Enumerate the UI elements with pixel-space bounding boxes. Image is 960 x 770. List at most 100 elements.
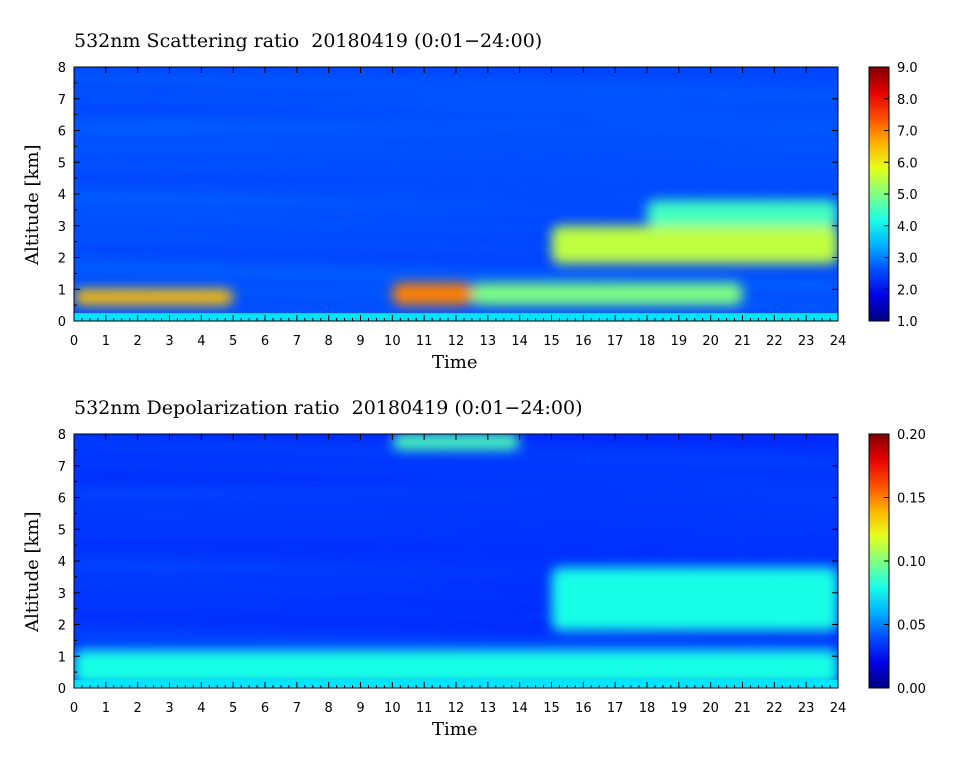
y-tick-label: 4	[58, 555, 66, 570]
x-tick-label: 21	[734, 701, 751, 716]
x-tick-label: 12	[448, 334, 465, 349]
colorbar-tick-label: 3.0	[897, 252, 918, 267]
colorbar-tick-label: 0.15	[897, 492, 926, 507]
x-tick-label: 8	[325, 334, 333, 349]
x-tick-label: 10	[384, 334, 401, 349]
x-tick-label: 7	[293, 701, 301, 716]
heatmap-feature	[471, 282, 743, 306]
colorbar-tick-label: 7.0	[897, 125, 918, 140]
heatmap-texture-band	[74, 536, 838, 561]
y-tick-label: 2	[58, 252, 66, 267]
y-axis-label: Altitude [km]	[22, 144, 43, 266]
x-tick-label: 2	[134, 334, 142, 349]
colorbar-tick-label: 9.0	[897, 61, 918, 76]
x-tick-label: 13	[480, 334, 497, 349]
x-tick-label: 18	[639, 701, 656, 716]
heatmap-texture-band	[74, 74, 838, 99]
y-tick-label: 2	[58, 619, 66, 634]
heatmap-feature	[647, 200, 838, 226]
heatmap-field	[74, 67, 838, 321]
x-tick-label: 23	[798, 334, 815, 349]
colorbar-tick-label: 6.0	[897, 156, 918, 171]
y-tick-label: 1	[58, 283, 66, 298]
colorbar-tick-label: 5.0	[897, 188, 918, 203]
heatmap-texture-band	[74, 246, 838, 271]
scattering-ratio-panel: 532nm Scattering ratio 20180419 (0:01−24…	[22, 30, 918, 373]
heatmap-feature	[74, 289, 234, 306]
x-tick-label: 19	[671, 701, 688, 716]
x-tick-label: 11	[416, 334, 433, 349]
heatmap-feature	[551, 567, 838, 631]
y-tick-label: 0	[58, 682, 66, 697]
depolarization-ratio-panel: 532nm Depolarization ratio 20180419 (0:0…	[0, 367, 960, 752]
x-tick-label: 6	[261, 701, 269, 716]
heatmap-texture-band	[74, 479, 838, 504]
x-tick-label: 20	[702, 334, 719, 349]
chart-title: 532nm Scattering ratio 20180419 (0:01−24…	[74, 30, 543, 52]
x-tick-label: 4	[197, 701, 205, 716]
x-tick-label: 16	[575, 701, 592, 716]
x-tick-label: 8	[325, 701, 333, 716]
heatmap-features	[74, 434, 838, 685]
x-axis-label: Time	[432, 719, 478, 740]
heatmap-feature	[551, 225, 838, 264]
x-tick-label: 17	[607, 334, 624, 349]
x-tick-label: 1	[102, 701, 110, 716]
y-tick-label: 5	[58, 156, 66, 171]
x-tick-label: 9	[356, 701, 364, 716]
colorbar-tick-label: 0.20	[897, 428, 926, 443]
x-tick-label: 22	[766, 701, 783, 716]
scattering-ratio-heatmap: 0 1 2 3 4 5 6 7 8 9 10 11 12 13 14 15 16 17 18 19 20 21 22 23 24…	[58, 61, 918, 349]
heatmap-feature	[74, 649, 838, 685]
colorbar-tick-label: 4.0	[897, 220, 918, 235]
x-tick-label: 13	[480, 701, 497, 716]
x-tick-label: 5	[229, 334, 237, 349]
colorbar-tick-label: 8.0	[897, 93, 918, 108]
colorbar-tick-label: 0.10	[897, 555, 926, 570]
x-tick-label: 23	[798, 701, 815, 716]
x-tick-label: 2	[134, 701, 142, 716]
x-tick-label: 18	[639, 334, 656, 349]
heatmap-texture-band	[74, 460, 838, 485]
x-tick-label: 17	[607, 701, 624, 716]
x-axis-label: Time	[432, 352, 478, 373]
x-tick-label: 11	[416, 701, 433, 716]
y-tick-label: 1	[58, 650, 66, 665]
x-tick-label: 20	[702, 701, 719, 716]
x-tick-label: 0	[70, 334, 78, 349]
y-tick-label: 4	[58, 188, 66, 203]
y-tick-label: 0	[58, 315, 66, 330]
y-tick-label: 8	[58, 61, 66, 76]
heatmap-texture-band	[74, 441, 838, 466]
x-tick-label: 6	[261, 334, 269, 349]
x-tick-label: 9	[356, 334, 364, 349]
y-tick-label: 8	[58, 428, 66, 443]
heatmap-texture-band	[74, 498, 838, 523]
chart-title: 532nm Depolarization ratio 20180419 (0:0…	[74, 397, 583, 419]
colorbar-tick-label: 0.05	[897, 619, 926, 634]
x-tick-label: 4	[197, 334, 205, 349]
heatmap-field	[74, 434, 838, 688]
colorbar-tick-label: 0.00	[897, 682, 926, 697]
y-tick-label: 7	[58, 93, 66, 108]
y-tick-label: 5	[58, 523, 66, 538]
y-tick-label: 6	[58, 492, 66, 507]
x-tick-label: 3	[165, 334, 173, 349]
depolarization-ratio-heatmap: 0 1 2 3 4 5 6 7 8 9 10 11 12 13 14 15 16 17 18 19 20 21 22 23 24…	[58, 428, 926, 716]
x-tick-label: 19	[671, 334, 688, 349]
x-tick-label: 12	[448, 701, 465, 716]
x-tick-label: 14	[511, 334, 528, 349]
x-tick-label: 0	[70, 701, 78, 716]
heatmap-features	[74, 200, 838, 306]
x-tick-label: 21	[734, 334, 751, 349]
x-tick-label: 14	[511, 701, 528, 716]
x-tick-label: 3	[165, 701, 173, 716]
heatmap-texture-band	[74, 131, 838, 156]
x-tick-label: 24	[830, 334, 847, 349]
x-tick-label: 22	[766, 334, 783, 349]
colorbar-tick-label: 2.0	[897, 283, 918, 298]
heatmap-texture-band	[74, 112, 838, 137]
y-tick-label: 6	[58, 125, 66, 140]
x-tick-label: 1	[102, 334, 110, 349]
x-tick-label: 7	[293, 334, 301, 349]
